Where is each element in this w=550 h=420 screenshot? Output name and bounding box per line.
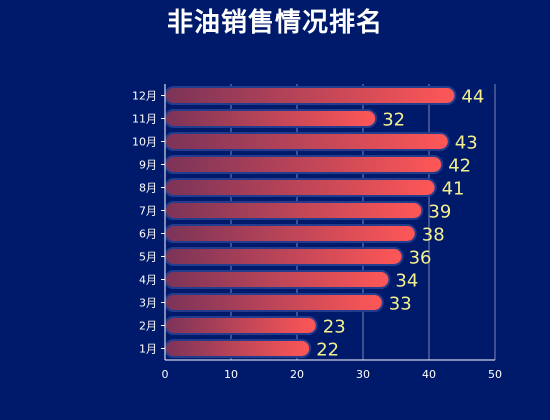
x-tick-label: 40 [422,368,436,381]
x-tick-label: 0 [162,368,169,381]
data-label: 38 [422,225,445,246]
y-tick-label: 8月 [139,182,157,195]
x-tick-label: 50 [488,368,502,381]
data-label: 44 [461,87,484,108]
y-tick-label: 6月 [139,228,157,241]
bar [164,109,378,128]
y-tick-label: 2月 [139,320,157,333]
bar [164,155,444,174]
data-label: 23 [323,317,346,338]
y-tick-label: 5月 [139,251,157,264]
bar [164,201,424,220]
data-label: 33 [389,294,412,315]
bar [164,316,318,335]
bar [164,339,312,358]
y-tick-label: 3月 [139,297,157,310]
y-tick-label: 10月 [132,136,157,149]
bar [164,224,417,243]
bar [164,270,391,289]
bar [164,178,437,197]
data-label: 22 [316,340,339,361]
bar [164,293,384,312]
y-tick-label: 1月 [139,343,157,356]
data-label: 39 [428,202,451,223]
y-tick-label: 11月 [132,113,157,126]
data-label: 43 [455,133,478,154]
x-tick-label: 20 [290,368,304,381]
data-label: 32 [382,110,405,131]
data-label: 41 [442,179,465,200]
data-label: 34 [395,271,418,292]
x-tick-label: 10 [224,368,238,381]
y-tick-label: 9月 [139,159,157,172]
y-tick-label: 7月 [139,205,157,218]
y-tick-label: 12月 [132,90,157,103]
bar [164,86,457,105]
bar [164,247,404,266]
bar [164,132,450,151]
x-tick-label: 30 [356,368,370,381]
data-label: 42 [448,156,471,177]
chart-title: 非油销售情况排名 [166,8,383,38]
y-tick-label: 4月 [139,274,157,287]
data-label: 36 [409,248,432,269]
